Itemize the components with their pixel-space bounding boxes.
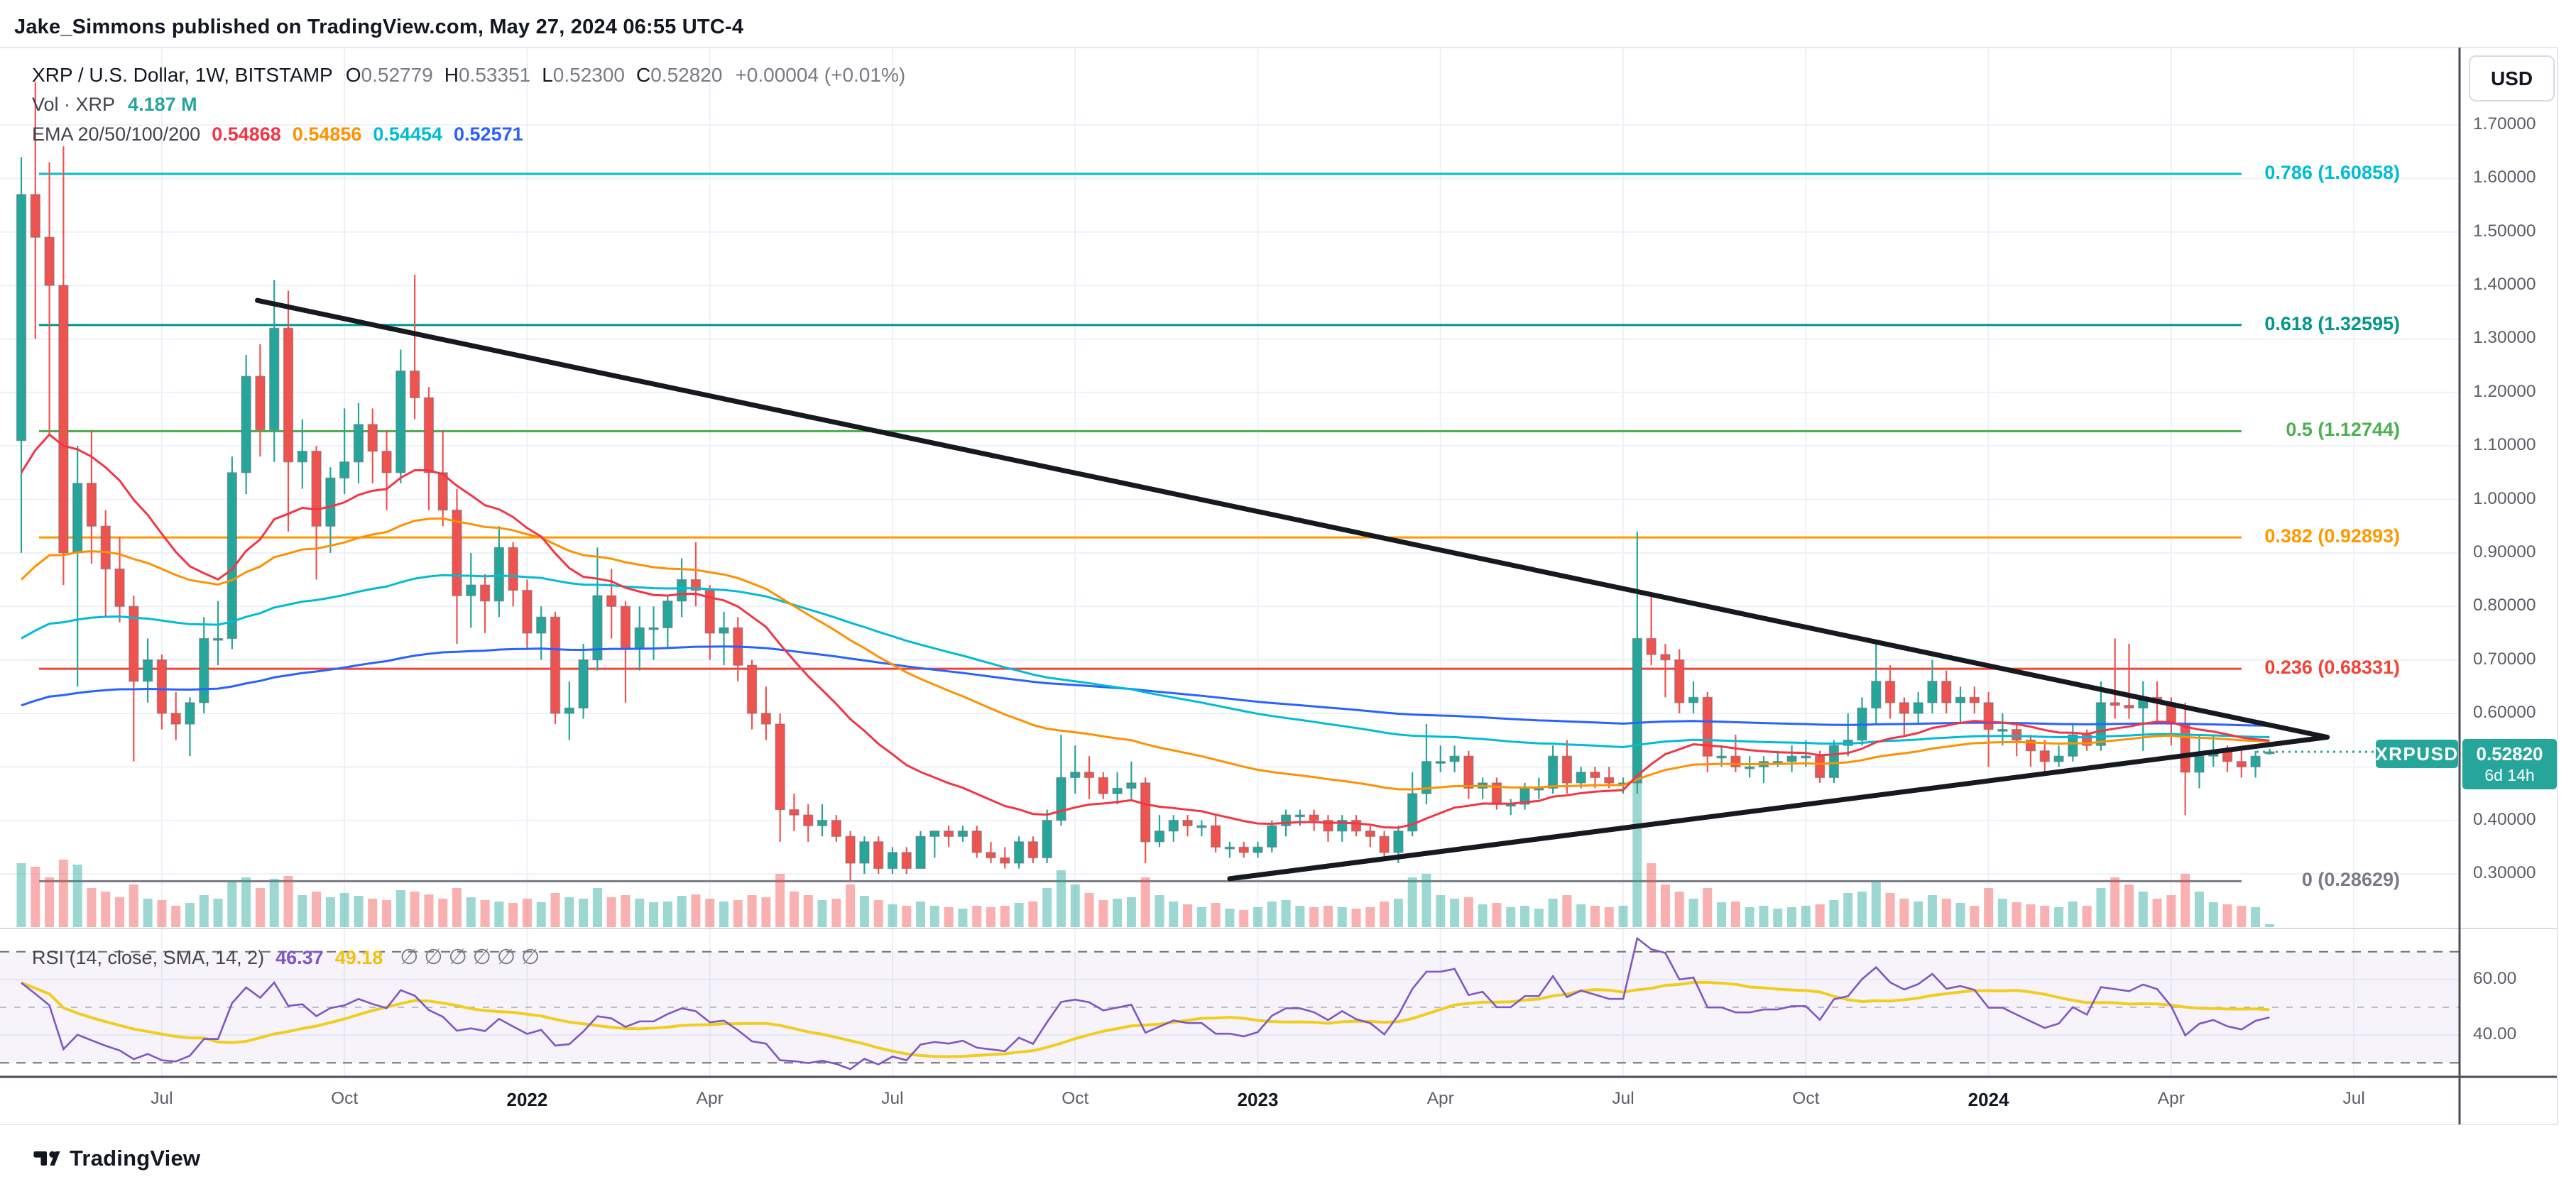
trendline-drawings[interactable] (254, 297, 2330, 882)
rsi-line[interactable] (21, 936, 2270, 1070)
ema-value-50: 0.54856 (292, 124, 362, 145)
rsi-empty-symbol: ∅ (400, 946, 419, 969)
trendline-ascending-support[interactable] (1227, 734, 2330, 882)
candlestick-series[interactable] (16, 82, 2275, 882)
symbol-title: XRP / U.S. Dollar, 1W, BITSTAMP (32, 64, 333, 86)
tradingview-brand-text: TradingView (70, 1146, 201, 1171)
rsi-lines (21, 936, 2270, 1070)
volume-label: Vol · XRP (32, 94, 116, 115)
pane-borders (0, 47, 2558, 1125)
ema-lines (20, 433, 2270, 829)
rsi-band (0, 950, 2460, 1064)
ema-value-20: 0.54868 (212, 124, 281, 145)
rsi-empty-values: ∅ ∅ ∅ ∅ ∅ ∅ (394, 945, 540, 970)
ohlc-l-value: L0.52300 (542, 64, 625, 86)
attribution-text: Jake_Simmons published on TradingView.co… (14, 16, 744, 38)
rsi-empty-symbol: ∅ (520, 946, 540, 969)
volume-legend[interactable]: Vol · XRP 4.187 M (32, 94, 197, 116)
grid-lines (0, 48, 2460, 1077)
ema-20-line[interactable] (20, 433, 2270, 829)
volume-series[interactable] (16, 778, 2274, 927)
ema-legend[interactable]: EMA 20/50/100/200 0.54868 0.54856 0.54454 0… (32, 124, 523, 146)
ohlc-o-value: O0.52779 (345, 64, 433, 86)
rsi-empty-symbol: ∅ (496, 946, 515, 969)
ema-value-100: 0.54454 (373, 124, 443, 145)
ema-values: 0.54868 0.54856 0.54454 0.52571 (212, 124, 523, 146)
rsi-empty-symbol: ∅ (448, 946, 467, 969)
ohlc-values: O0.52779 H0.53351 L0.52300 C0.52820 (346, 64, 723, 87)
tradingview-footer-link[interactable]: TradingView (33, 1144, 200, 1173)
ohlc-h-value: H0.53351 (444, 64, 531, 86)
ema-50-line[interactable] (20, 517, 2270, 791)
rsi-value: 46.37 (275, 947, 324, 968)
rsi-legend[interactable]: RSI (14, close, SMA, 14, 2) 46.37 49.18 … (32, 945, 540, 970)
ema-200-line[interactable] (21, 645, 2270, 727)
ema-label: EMA 20/50/100/200 (32, 124, 201, 145)
rsi-sma-line[interactable] (21, 980, 2270, 1058)
last-price-value: 0.52820 (2476, 743, 2543, 765)
currency-toggle-button[interactable]: USD (2469, 55, 2555, 102)
volume-value: 4.187 M (128, 94, 197, 115)
rsi-empty-symbol: ∅ (424, 946, 443, 969)
change-value: +0.00004 (+0.01%) (735, 64, 906, 86)
ohlc-c-value: C0.52820 (635, 64, 723, 86)
rsi-empty-symbol: ∅ (472, 946, 491, 969)
rsi-label: RSI (14, close, SMA, 14, 2) (32, 947, 265, 968)
tradingview-logo-icon (33, 1151, 60, 1166)
ema-100-line[interactable] (21, 574, 2270, 748)
symbol-price-label-badge: XRPUSD (2375, 740, 2458, 768)
symbol-legend[interactable]: XRP / U.S. Dollar, 1W, BITSTAMP O0.52779… (32, 64, 905, 87)
bar-countdown: 6d 14h (2484, 766, 2535, 785)
fib-retracement-lines (39, 172, 2242, 882)
trendline-descending-resistance[interactable] (254, 297, 2330, 740)
ema-value-200: 0.52571 (454, 124, 523, 145)
rsi-sma-value: 49.18 (334, 947, 383, 968)
last-price-badge: 0.52820 6d 14h (2462, 739, 2557, 789)
